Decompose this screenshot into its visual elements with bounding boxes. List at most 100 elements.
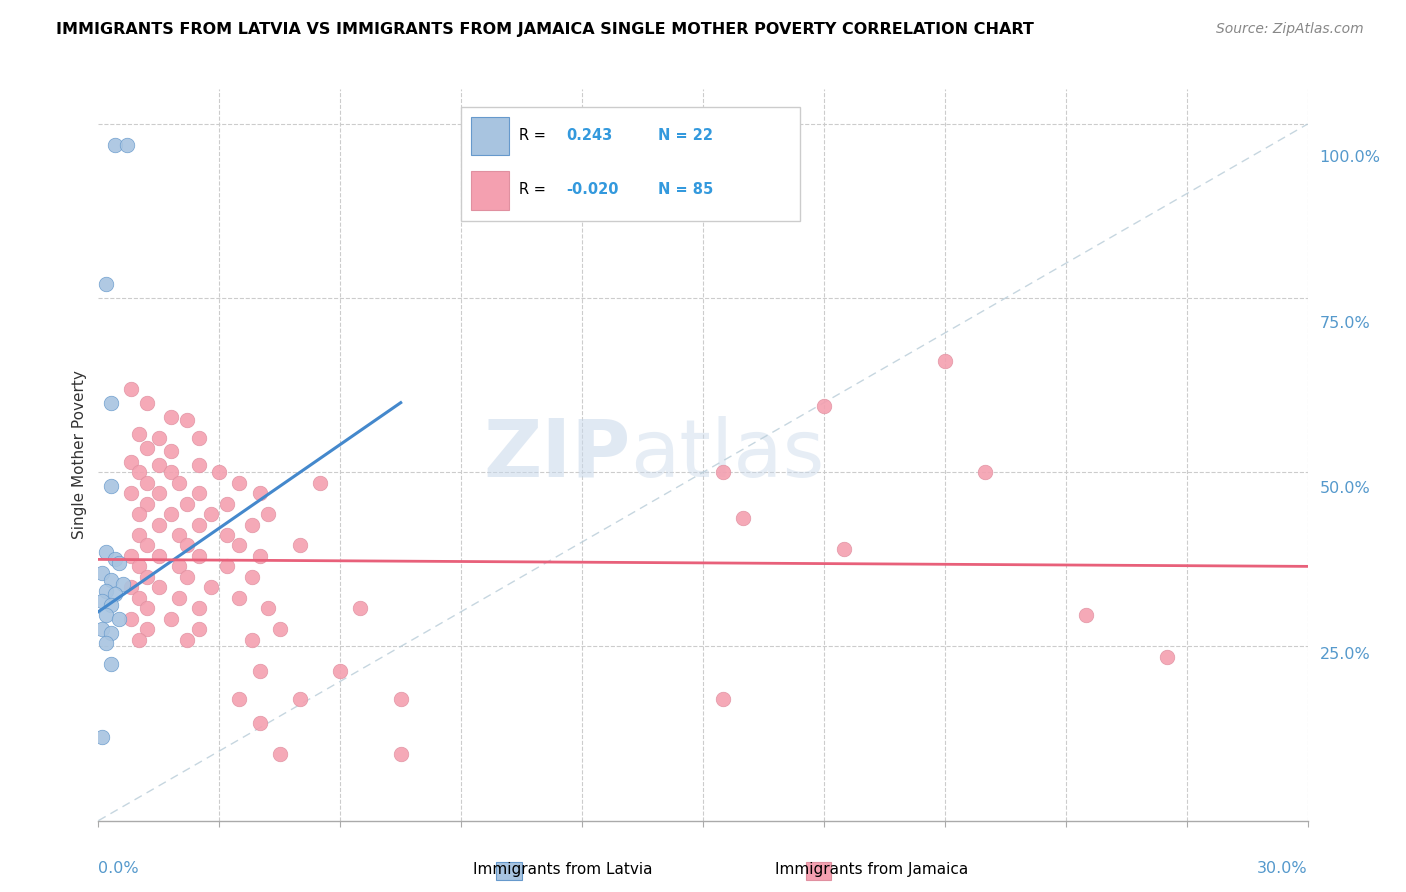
Point [188,486,211,500]
Point [249,716,271,731]
Point [240,570,263,584]
Point [111,576,134,591]
Point [240,632,263,647]
Point [256,507,278,521]
Point [240,517,263,532]
Point [813,399,835,413]
Point [217,497,239,511]
Point [103,587,125,601]
Text: 25.0%: 25.0% [1320,648,1371,662]
Point [288,691,311,706]
Point [176,413,198,427]
Point [167,559,190,574]
Point [100,657,122,671]
Text: 75.0%: 75.0% [1320,316,1371,331]
Point [188,517,211,532]
Text: IMMIGRANTS FROM LATVIA VS IMMIGRANTS FROM JAMAICA SINGLE MOTHER POVERTY CORRELAT: IMMIGRANTS FROM LATVIA VS IMMIGRANTS FRO… [56,22,1035,37]
Point [329,664,352,678]
Point [160,409,183,424]
Point [167,591,190,605]
Point [176,632,198,647]
Point [188,458,211,473]
Point [96,277,118,292]
Point [148,486,170,500]
Point [120,455,142,469]
Point [934,354,956,368]
Point [269,622,291,636]
Point [91,730,114,744]
Point [167,475,190,490]
Point [128,466,150,480]
Point [128,632,150,647]
Point [1156,649,1178,664]
Point [160,507,183,521]
Point [200,580,222,594]
Point [135,539,157,553]
Point [200,507,222,521]
Point [176,539,198,553]
Point [228,691,250,706]
Point [389,691,412,706]
Point [160,466,183,480]
Point [188,430,211,444]
Point [217,528,239,542]
Point [135,622,157,636]
Point [269,747,291,762]
Point [176,570,198,584]
Point [100,598,122,612]
Text: 30.0%: 30.0% [1257,861,1308,876]
Point [103,137,125,152]
Point [120,382,142,396]
Point [217,559,239,574]
Text: 100.0%: 100.0% [1320,150,1381,165]
Point [160,444,183,458]
Point [135,475,157,490]
Text: atlas: atlas [630,416,825,494]
Point [120,612,142,626]
Point [208,466,231,480]
Point [103,552,125,566]
Point [249,664,271,678]
Point [100,395,122,409]
Point [128,591,150,605]
Point [148,430,170,444]
Point [167,528,190,542]
Point [96,608,118,623]
Point [148,458,170,473]
Point [91,594,114,608]
Point [96,545,118,559]
Point [974,466,997,480]
Point [288,539,311,553]
Point [228,539,250,553]
Point [349,601,371,615]
Point [148,580,170,594]
Point [148,549,170,563]
Point [135,601,157,615]
Point [256,601,278,615]
Text: 0.0%: 0.0% [98,861,139,876]
Point [832,541,855,556]
Point [188,549,211,563]
Point [135,497,157,511]
Point [115,137,138,152]
Text: Immigrants from Latvia: Immigrants from Latvia [472,863,652,877]
Point [135,441,157,455]
Point [135,570,157,584]
Point [120,486,142,500]
Point [91,622,114,636]
Point [120,580,142,594]
Point [733,510,755,524]
Point [309,475,332,490]
Point [176,497,198,511]
Y-axis label: Single Mother Poverty: Single Mother Poverty [72,370,87,540]
Point [249,486,271,500]
Point [107,612,129,626]
Point [100,574,122,588]
Point [228,591,250,605]
Text: Immigrants from Jamaica: Immigrants from Jamaica [775,863,969,877]
Text: ZIP: ZIP [484,416,630,494]
Point [96,583,118,598]
Point [107,556,129,570]
Point [389,747,412,762]
Text: 50.0%: 50.0% [1320,482,1371,497]
